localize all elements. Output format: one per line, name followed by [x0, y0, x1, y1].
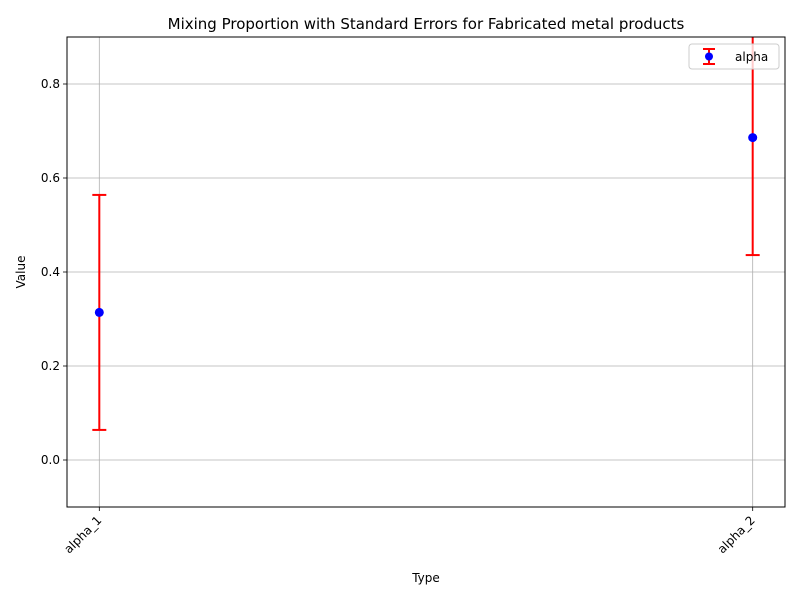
data-points — [94, 133, 758, 317]
y-axis-ticks: 0.0 0.2 0.4 0.6 0.8 — [41, 77, 67, 467]
y-tick-label: 0.6 — [41, 171, 60, 185]
y-tick-label: 0.4 — [41, 265, 60, 279]
data-point-alpha-2 — [748, 133, 758, 143]
legend: alpha — [688, 43, 780, 70]
legend-box — [688, 43, 780, 70]
data-point-alpha-1 — [94, 307, 104, 317]
legend-label-alpha: alpha — [735, 50, 768, 64]
x-axis-label: Type — [411, 571, 440, 585]
chart-title: Mixing Proportion with Standard Errors f… — [168, 15, 685, 33]
y-tick-label: 0.0 — [41, 453, 60, 467]
y-tick-label: 0.8 — [41, 77, 60, 91]
legend-marker-icon — [705, 52, 713, 61]
y-axis-label: Value — [14, 256, 28, 289]
y-tick-label: 0.2 — [41, 359, 60, 373]
